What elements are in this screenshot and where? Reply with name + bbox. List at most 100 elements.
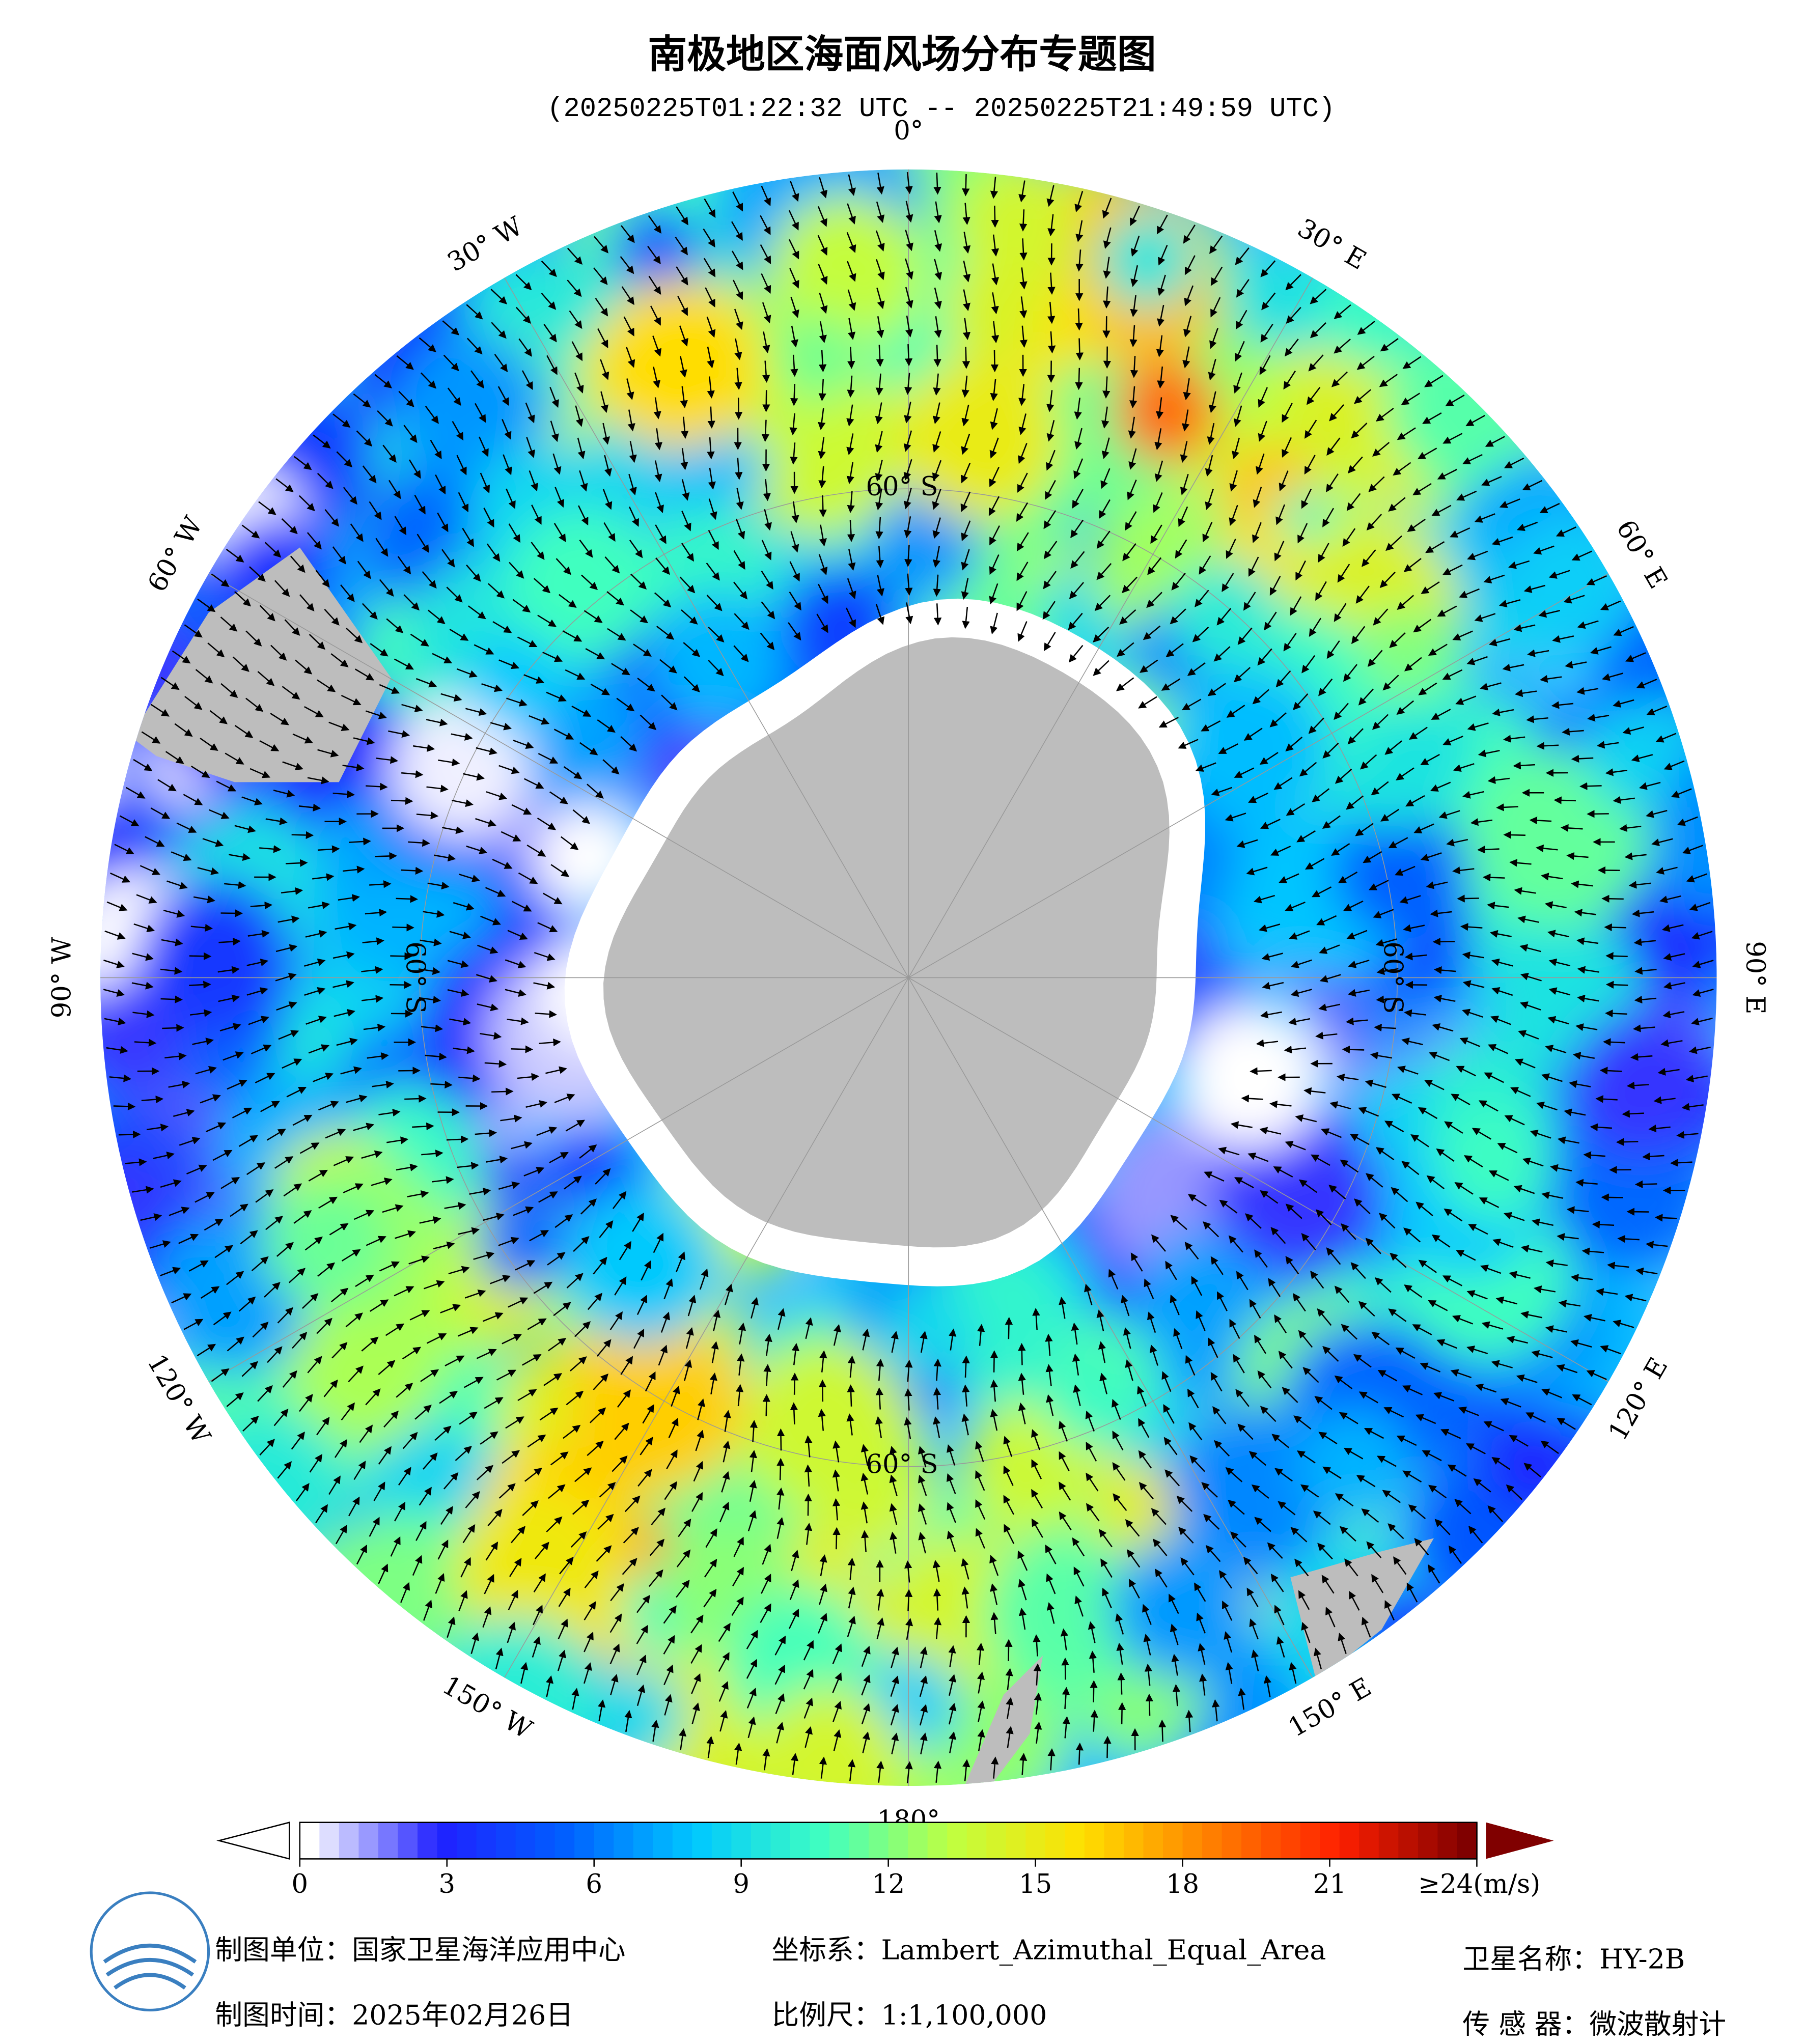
wind-arrow [585,648,605,660]
wind-arrow [833,1324,841,1346]
wind-arrow [1181,698,1202,711]
wind-arrow [553,1302,571,1317]
wind-arrow [512,901,532,912]
footer-coordinate-system: 坐标系：Lambert_Azimuthal_Equal_Area [772,1934,1326,1966]
wind-arrow [861,1444,869,1466]
wind-arrow [654,592,672,608]
colorbar-tick-label: 0 [292,1869,309,1899]
wind-arrow [1170,1294,1180,1315]
wind-arrow [947,1444,956,1466]
wind-arrow [778,1308,786,1330]
footer-date: 制图时间：2025年02月26日 [215,1999,573,2031]
wind-arrow [1068,612,1083,630]
wind-arrow [1204,1171,1225,1182]
wind-arrow [671,1385,680,1407]
wind-arrow [1258,923,1281,932]
colorbar-segment [1300,1822,1321,1859]
wind-arrow [761,540,772,561]
colorbar-segment [908,1822,928,1859]
wind-arrow [1355,823,1374,836]
wind-arrow [933,603,942,626]
wind-arrow [761,570,773,590]
wind-arrow [562,630,582,642]
wind-arrow [706,563,720,581]
latitude-label: 60° S [400,941,431,1014]
wind-arrow [392,923,414,932]
wind-arrow [904,1417,912,1439]
wind-arrow [832,1440,841,1463]
colorbar-segment [1182,1822,1203,1859]
wind-arrow [1112,1398,1121,1420]
wind-arrow [1380,808,1400,822]
colorbar-segment [869,1822,889,1859]
wind-arrow [1315,1209,1332,1226]
colorbar-segment [849,1822,870,1859]
wind-arrow [1149,1345,1158,1366]
wind-arrow [1058,1420,1068,1442]
wind-arrow [430,1080,453,1089]
wind-arrow [525,1100,548,1108]
colorbar-segment [1006,1822,1026,1859]
wind-arrow [1119,609,1136,625]
wind-speed-patch [100,1149,174,1237]
wind-arrow [1213,646,1231,662]
wind-arrow [1096,1309,1104,1332]
wind-arrow [656,626,675,640]
wind-speed-patch [262,1180,389,1306]
wind-arrow [708,626,725,643]
footer-scale: 比例尺：1:1,100,000 [772,1999,1047,2031]
wind-arrow [1376,967,1399,975]
wind-arrow [526,844,546,857]
wind-arrow [1163,1404,1175,1424]
wind-arrow [1075,338,1084,361]
wind-arrow [633,643,652,657]
wind-arrow [1299,762,1317,777]
wind-arrow [1346,930,1368,940]
wind-arrow [1301,655,1316,674]
wind-arrow [675,1251,685,1273]
wind-arrow [932,517,941,539]
wind-arrow [1310,1270,1324,1289]
wind-arrow [1003,1465,1014,1486]
wind-speed-patch [754,1686,905,1786]
longitude-label: 90° E [1740,941,1770,1014]
colorbar-segment [398,1822,419,1859]
wind-arrow [511,1141,533,1150]
wind-arrow [539,1038,561,1047]
wind-speed-patch [1489,1424,1576,1512]
colorbar-segment [1418,1822,1438,1859]
wind-arrow [1273,777,1293,790]
wind-arrow [1269,1100,1292,1108]
colorbar-tick-label: 18 [1166,1869,1199,1899]
wind-arrow [790,384,798,406]
wind-speed-patch [1569,1009,1716,1157]
wind-arrow [1397,1066,1419,1075]
wind-arrow [485,887,506,897]
wind-arrow [1384,1121,1404,1133]
wind-arrow [1316,915,1337,926]
wind-arrow [420,938,442,946]
wind-arrow [418,967,441,975]
wind-arrow [1259,752,1279,765]
wind-speed-patch [390,698,532,840]
wind-arrow [1246,866,1268,876]
wind-arrow [616,697,635,712]
wind-speed-field [100,169,1717,1786]
wind-arrow [1069,582,1085,600]
wind-arrow [498,765,520,774]
wind-arrow [845,607,856,628]
wind-arrow [905,602,913,625]
wind-arrow [1147,1311,1156,1333]
wind-arrow [1259,1127,1282,1135]
wind-arrow [1268,1278,1281,1297]
wind-arrow [492,858,513,869]
wind-arrow [1016,591,1028,611]
wind-arrow [1273,1166,1293,1178]
colorbar-segment [574,1822,595,1859]
wind-arrow [477,944,498,954]
wind-arrow [875,488,883,511]
wind-arrow [1201,720,1221,732]
wind-arrow [423,910,445,918]
